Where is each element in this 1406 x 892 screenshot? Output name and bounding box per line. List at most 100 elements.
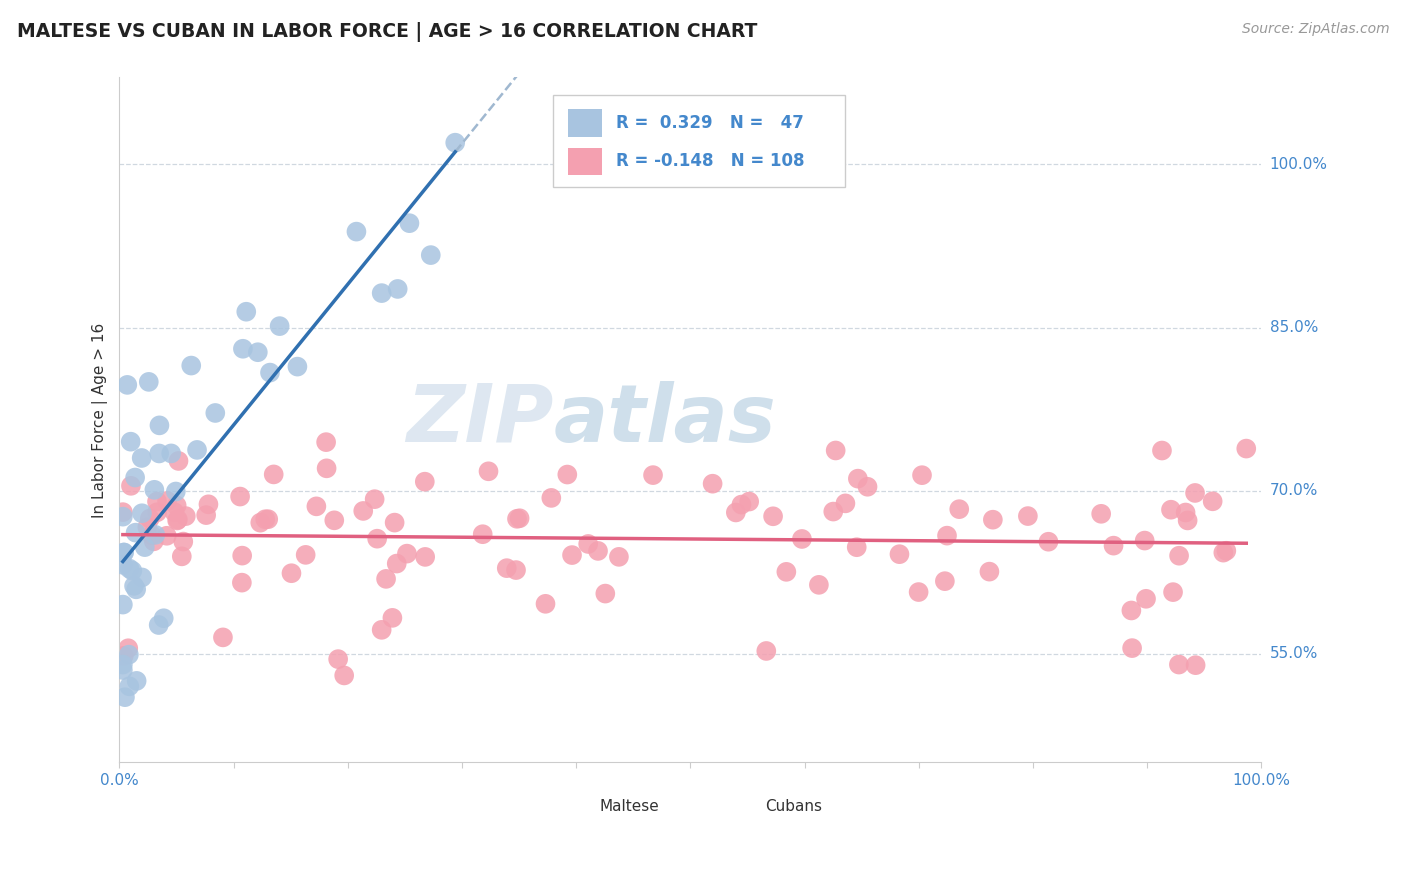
Text: Maltese: Maltese [599,799,659,814]
Point [834,496,856,510]
Point [1150,443,1173,458]
Point [124,470,146,484]
Point [156,529,179,543]
Point [180,359,202,373]
Point [1121,603,1143,617]
Point [328,652,350,666]
Point [724,506,747,520]
Text: R =  0.329   N =   47: R = 0.329 N = 47 [616,114,804,132]
Point [122,579,145,593]
Point [134,540,156,554]
Point [936,528,959,542]
Point [315,461,337,475]
Point [1135,591,1157,606]
Point [413,475,436,489]
Point [1168,549,1191,563]
Point [166,513,188,527]
Text: R = -0.148   N = 108: R = -0.148 N = 108 [616,153,804,170]
Text: 85.0%: 85.0% [1270,320,1317,335]
Point [143,483,166,497]
Point [981,513,1004,527]
Point [370,623,392,637]
Point [387,282,409,296]
Point [398,216,420,230]
Point [195,508,218,522]
Point [254,512,277,526]
Point [131,570,153,584]
Point [280,566,302,581]
Point [509,511,531,525]
Point [112,545,135,559]
Text: Source: ZipAtlas.com: Source: ZipAtlas.com [1241,22,1389,37]
Point [1184,658,1206,673]
Point [419,248,441,262]
Point [1201,494,1223,508]
Point [948,502,970,516]
Point [1160,502,1182,516]
Point [146,494,169,508]
Point [607,549,630,564]
Point [305,500,328,514]
Point [775,565,797,579]
Point [934,574,956,589]
Point [118,561,141,575]
Text: 70.0%: 70.0% [1270,483,1317,498]
Point [111,505,134,519]
Point [131,450,153,465]
Point [166,499,188,513]
Point [112,648,135,663]
Point [824,443,846,458]
Point [121,564,143,578]
Point [120,434,142,449]
Point [229,490,252,504]
Point [163,505,186,519]
Point [702,476,724,491]
Point [117,641,139,656]
FancyBboxPatch shape [724,793,756,821]
Point [111,657,134,672]
Point [363,492,385,507]
Point [136,520,159,534]
Point [125,582,148,597]
Point [762,509,785,524]
Point [346,225,368,239]
Point [576,537,599,551]
Point [118,679,141,693]
Point [856,480,879,494]
Point [540,491,562,505]
Point [323,513,346,527]
Text: atlas: atlas [554,381,776,458]
Point [555,467,578,482]
Point [845,540,868,554]
Text: ZIP: ZIP [406,381,554,458]
Point [738,494,761,508]
Point [1038,534,1060,549]
Point [165,484,187,499]
Point [269,319,291,334]
Point [1167,657,1189,672]
Point [111,598,134,612]
Point [823,505,845,519]
Point [294,548,316,562]
Point [139,511,162,525]
Point [172,534,194,549]
Point [111,663,134,677]
Point [231,549,253,563]
Point [197,497,219,511]
Point [807,578,830,592]
Point [167,512,190,526]
Point [730,498,752,512]
Point [506,512,529,526]
Point [1174,506,1197,520]
Point [561,548,583,562]
Text: Cubans: Cubans [765,799,821,814]
Point [249,516,271,530]
Point [287,359,309,374]
Point [790,532,813,546]
Point [124,525,146,540]
FancyBboxPatch shape [568,148,603,175]
Point [112,545,135,559]
Point [232,342,254,356]
Point [186,442,208,457]
Point [911,468,934,483]
